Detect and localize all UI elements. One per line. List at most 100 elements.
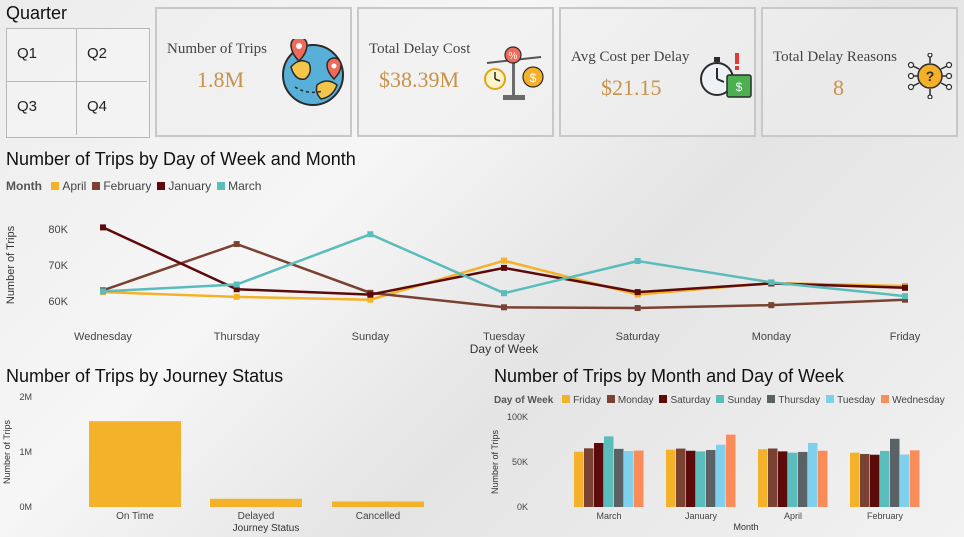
kpi-label: Total Delay Cost (369, 41, 471, 57)
x-tick-label: Tuesday (483, 331, 525, 343)
x-tick-label: Monday (752, 331, 792, 343)
legend-label[interactable]: February (103, 179, 152, 193)
y-tick-label: 70K (48, 260, 68, 272)
bar-january-tuesday (716, 444, 726, 507)
kpi-value: $21.15 (601, 75, 662, 100)
legend-label[interactable]: April (62, 179, 87, 193)
data-point (233, 281, 240, 288)
bar-march-wednesday (634, 450, 644, 507)
bar-february-sunday (880, 450, 890, 507)
line-legend-title: Month (6, 179, 42, 193)
legend-label[interactable]: Sunday (727, 395, 762, 406)
bar-april-sunday (788, 452, 798, 507)
bar-march-monday (584, 448, 594, 507)
bar-march-friday (574, 451, 584, 507)
data-point (501, 304, 507, 311)
bar-on-time (89, 421, 181, 507)
legend-label[interactable]: Saturday (670, 395, 711, 406)
legend-label[interactable]: March (228, 179, 262, 193)
legend-label[interactable]: Monday (617, 395, 654, 406)
data-point (768, 302, 775, 309)
legend-label[interactable]: Tuesday (837, 395, 876, 406)
legend-swatch (92, 182, 101, 190)
legend-swatch (217, 182, 226, 190)
journey-status-chart: 0M 1M 2M Number of Trips On Time Delayed Cance… (2, 392, 424, 534)
bar-cancelled (332, 501, 424, 507)
series-line-february (102, 242, 906, 310)
legend-swatch (767, 395, 776, 403)
bar-january-monday (676, 448, 686, 507)
bar-february-friday (850, 452, 860, 507)
legend-label[interactable]: Wednesday (892, 395, 945, 406)
data-point (902, 293, 908, 300)
data-point (634, 289, 641, 296)
month-chart-legend: Day of Week Friday Monday Saturday Sunday Th… (494, 395, 945, 406)
kpi-value: $38.39M (379, 67, 460, 92)
data-point (367, 296, 374, 303)
line-chart-title: Number of Trips by Day of Week and Month (6, 149, 356, 169)
bar-february-wednesday (910, 450, 920, 507)
x-tick-label: Wednesday (74, 331, 132, 343)
x-tick-label: Friday (890, 331, 921, 343)
line-chart-legend: Month April February January March (6, 179, 261, 193)
quarter-option-q4[interactable]: Q4 (87, 98, 108, 115)
x-tick-label: Saturday (616, 331, 661, 343)
circuit-question-icon: ? (907, 53, 953, 99)
data-point (501, 257, 507, 264)
month-legend-title: Day of Week (494, 395, 554, 406)
month-chart-title: Number of Trips by Month and Day of Week (494, 366, 844, 386)
y-axis-label: Number of Trips (5, 225, 17, 304)
x-tick-label: Cancelled (356, 511, 400, 522)
y-tick-label: 100K (507, 412, 528, 422)
legend-swatch (716, 395, 725, 403)
bar-delayed (210, 498, 302, 507)
x-tick-label: Delayed (238, 511, 275, 522)
quarter-option-q1[interactable]: Q1 (7, 29, 77, 82)
quarter-option-q3[interactable]: Q3 (7, 82, 77, 135)
data-point (634, 305, 641, 312)
legend-swatch (157, 182, 166, 190)
x-axis-label: Month (733, 522, 758, 532)
kpi-label: Total Delay Reasons (773, 49, 897, 65)
data-point (501, 264, 507, 271)
stopwatch-cash-icon: $ (700, 53, 752, 98)
bar-january-friday (666, 449, 676, 507)
data-point (233, 241, 240, 248)
y-tick-label: 2M (19, 392, 32, 402)
bar-january-wednesday (726, 434, 736, 507)
kpi-card-delay-reasons: Total Delay Reasons 8 ? (761, 7, 958, 137)
legend-swatch (51, 182, 60, 190)
bar-april-wednesday (818, 450, 828, 507)
legend-swatch (881, 395, 890, 403)
legend-swatch (826, 395, 835, 403)
kpi-card-trips: Number of Trips 1.8M (155, 7, 352, 137)
journey-chart-title: Number of Trips by Journey Status (6, 366, 284, 386)
kpi-label: Number of Trips (167, 41, 268, 57)
y-tick-label: 60K (48, 296, 68, 308)
x-tick-label: March (596, 511, 621, 521)
quarter-option-q2[interactable]: Q2 (77, 29, 147, 82)
svg-text:$: $ (530, 71, 537, 85)
kpi-card-delay-cost: Total Delay Cost $38.39M % $ (357, 7, 554, 137)
x-axis-label: Day of Week (470, 342, 539, 356)
x-tick-label: February (867, 511, 904, 521)
bar-january-thursday (706, 450, 716, 507)
bar-february-thursday (890, 438, 900, 507)
legend-label[interactable]: Thursday (778, 395, 821, 406)
y-axis-label: Number of Trips (490, 429, 500, 494)
x-tick-label: January (685, 511, 718, 521)
data-point (768, 279, 775, 286)
data-point (501, 290, 507, 297)
x-tick-label: Sunday (352, 331, 390, 343)
bar-february-monday (860, 453, 870, 507)
bar-april-thursday (798, 451, 808, 507)
legend-label[interactable]: Friday (573, 395, 601, 406)
y-tick-label: 0M (19, 502, 32, 512)
scale-clock-coin-icon: % $ (484, 46, 544, 100)
month-day-chart: 0K 50K 100K Number of Trips March January Apri… (490, 412, 920, 532)
legend-swatch (562, 395, 571, 403)
kpi-label: Avg Cost per Delay (571, 49, 690, 65)
kpi-card-avg-cost: Avg Cost per Delay $21.15 $ (559, 7, 756, 137)
legend-label[interactable]: January (168, 179, 212, 193)
bar-february-saturday (870, 454, 880, 507)
